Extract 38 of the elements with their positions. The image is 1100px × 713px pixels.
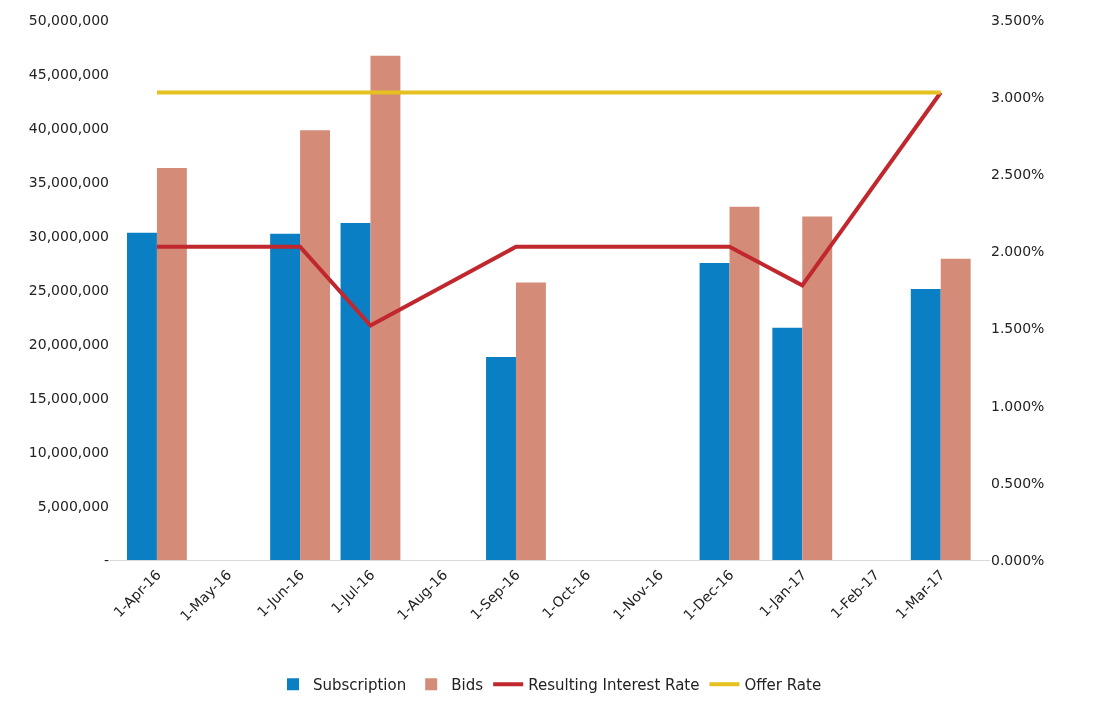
bar: [127, 232, 157, 560]
bar: [699, 263, 730, 560]
y2-tick-label: 2.500%: [991, 166, 1045, 183]
bar: [300, 130, 330, 560]
y-tick-label: 35,000,000: [28, 173, 109, 190]
y2-tick-label: 3.000%: [991, 89, 1045, 106]
y-tick-label: 30,000,000: [28, 227, 109, 244]
bar: [802, 216, 833, 560]
bar: [486, 356, 516, 560]
y-tick-label: 50,000,000: [28, 11, 109, 28]
bar: [729, 206, 760, 560]
legend-label: Subscription: [313, 676, 407, 695]
y-tick-label: 40,000,000: [28, 119, 109, 136]
y2-tick-label: 3.500%: [991, 11, 1045, 28]
y-tick-label: -: [103, 551, 109, 568]
bar: [370, 55, 401, 560]
line-series: [154, 90, 943, 328]
bar: [515, 282, 546, 560]
y-tick-label: 25,000,000: [28, 281, 109, 298]
y-tick-label: 15,000,000: [28, 389, 109, 406]
y2-tick-label: 2.000%: [991, 243, 1045, 260]
bar: [156, 167, 187, 560]
y2-tick-label: 0.000%: [991, 551, 1045, 568]
bar: [940, 258, 971, 560]
y-tick-label: 45,000,000: [28, 65, 109, 82]
y2-tick-label: 1.000%: [991, 397, 1045, 414]
legend-label: Offer Rate: [744, 676, 822, 695]
bar: [910, 288, 941, 560]
y-tick-label: 5,000,000: [37, 497, 109, 514]
y-tick-label: 20,000,000: [28, 335, 109, 352]
y2-tick-label: 1.500%: [991, 320, 1045, 337]
y-tick-label: 10,000,000: [28, 443, 109, 460]
bar: [772, 327, 803, 560]
legend-label: Resulting Interest Rate: [528, 676, 700, 695]
y2-tick-label: 0.500%: [991, 474, 1045, 491]
bar: [340, 223, 371, 560]
bar: [270, 233, 301, 560]
legend-label: Bids: [451, 676, 484, 695]
